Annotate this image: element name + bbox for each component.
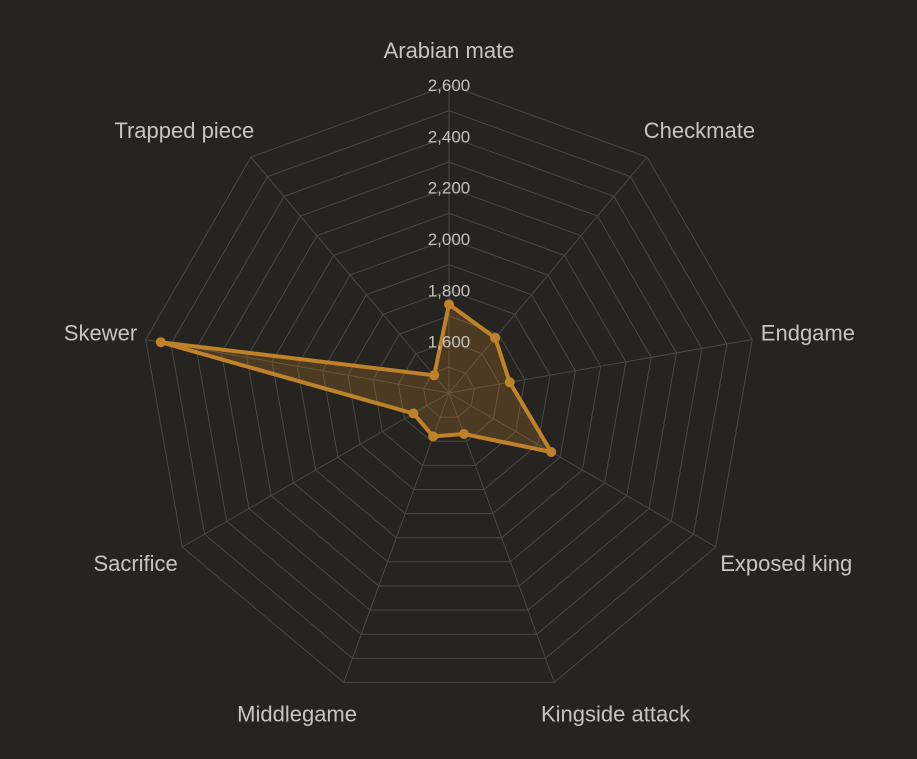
data-point[interactable] (428, 431, 439, 442)
grid-ring (347, 289, 551, 490)
grid-spoke (182, 392, 450, 548)
tick-label: 2,000 (428, 230, 471, 249)
axis-label: Arabian mate (384, 38, 515, 63)
grid-ring (423, 366, 475, 418)
data-point[interactable] (546, 447, 557, 457)
axis-label: Exposed king (720, 551, 852, 576)
axis-label: Checkmate (644, 118, 755, 143)
grid-spoke (448, 392, 716, 548)
axis-label: Skewer (64, 321, 137, 346)
tick-label: 2,200 (428, 179, 471, 198)
grid-spoke (343, 392, 450, 683)
axis-label: Trapped piece (114, 118, 254, 143)
tick-label: 1,800 (428, 281, 471, 300)
tick-label: 2,600 (428, 76, 471, 95)
grid-ring (372, 315, 526, 466)
data-point[interactable] (408, 408, 419, 419)
axis-label: Kingside attack (541, 701, 691, 726)
series-area (158, 302, 554, 454)
grid-spoke (448, 392, 555, 683)
grid-spoke (448, 339, 753, 394)
data-point[interactable] (444, 299, 454, 310)
grid-ring (322, 264, 576, 515)
data-point[interactable] (490, 332, 501, 343)
grid-ring (170, 110, 728, 659)
grid-ring (195, 135, 703, 635)
axis-category-labels: Arabian mate Checkmate Endgame Exposed king… (64, 38, 855, 726)
grid-spoke (448, 156, 648, 394)
axis-label: Endgame (761, 321, 855, 346)
data-point[interactable] (458, 429, 469, 439)
radar-grid (145, 84, 753, 683)
grid-ring (145, 84, 753, 683)
tick-label: 2,400 (428, 127, 471, 146)
grid-ring (220, 161, 678, 611)
grid-ring (296, 238, 602, 539)
tick-label: 1,600 (428, 333, 471, 352)
grid-ring (397, 341, 501, 442)
grid-ring (246, 187, 652, 587)
radial-tick-labels: 1,600 1,800 2,000 2,200 2,400 2,600 (428, 76, 471, 352)
data-point[interactable] (155, 337, 166, 348)
axis-label: Middlegame (237, 701, 357, 726)
grid-ring (271, 212, 627, 563)
axis-label: Sacrifice (93, 551, 177, 576)
data-point[interactable] (429, 370, 440, 381)
data-point[interactable] (504, 377, 515, 388)
radar-series (155, 299, 557, 457)
grid-spoke (250, 156, 450, 394)
